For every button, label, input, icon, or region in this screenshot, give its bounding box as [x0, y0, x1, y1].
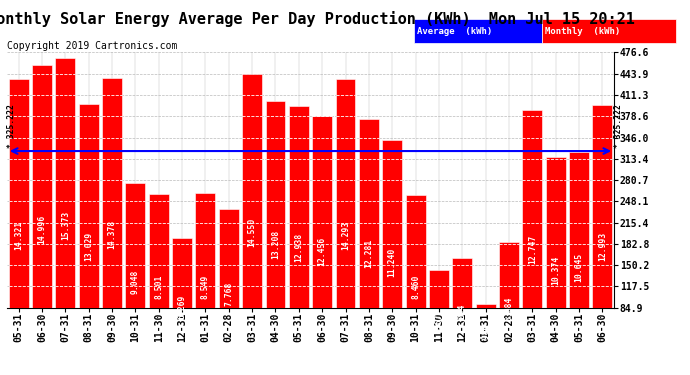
Text: 6.269: 6.269	[177, 295, 186, 319]
Bar	[126, 183, 146, 363]
Bar	[593, 105, 612, 363]
Bar	[406, 195, 426, 363]
Bar	[102, 78, 122, 363]
Text: 5.294: 5.294	[457, 303, 467, 328]
Text: 14.996: 14.996	[37, 214, 46, 243]
Bar	[9, 79, 28, 363]
Bar	[499, 242, 519, 363]
Text: 12.456: 12.456	[317, 237, 326, 266]
Text: 11.240: 11.240	[388, 248, 397, 277]
Text: 12.281: 12.281	[364, 238, 373, 268]
Bar	[546, 157, 566, 363]
Bar	[289, 106, 308, 363]
Text: 14.378: 14.378	[108, 220, 117, 249]
Text: 6.084: 6.084	[504, 296, 513, 321]
Text: 7.768: 7.768	[224, 281, 233, 306]
Text: 10.374: 10.374	[551, 255, 560, 285]
Bar	[313, 116, 332, 363]
Bar	[475, 303, 495, 363]
Text: 14.293: 14.293	[341, 220, 350, 250]
Bar	[453, 258, 472, 363]
Bar	[382, 140, 402, 363]
Text: Monthly  (kWh): Monthly (kWh)	[545, 27, 620, 36]
Bar	[219, 209, 239, 363]
Text: 13.029: 13.029	[84, 232, 93, 261]
Bar	[79, 104, 99, 363]
Text: 12.938: 12.938	[295, 232, 304, 262]
Text: Copyright 2019 Cartronics.com: Copyright 2019 Cartronics.com	[7, 41, 177, 51]
Text: * 325.222: * 325.222	[7, 105, 16, 148]
Text: 15.373: 15.373	[61, 211, 70, 240]
Bar	[32, 65, 52, 363]
Text: * 325.222: * 325.222	[613, 105, 622, 148]
Text: 12.993: 12.993	[598, 232, 607, 261]
Text: 10.645: 10.645	[575, 253, 584, 282]
Text: 12.747: 12.747	[528, 234, 537, 264]
Bar	[522, 110, 542, 363]
Bar	[195, 193, 215, 363]
Bar	[149, 194, 168, 363]
Text: 13.208: 13.208	[271, 230, 280, 260]
Bar	[55, 58, 75, 363]
Text: 14.321: 14.321	[14, 220, 23, 249]
Text: 9.048: 9.048	[131, 270, 140, 294]
Text: 8.549: 8.549	[201, 274, 210, 298]
Text: 8.460: 8.460	[411, 275, 420, 299]
Text: 4.677: 4.677	[435, 309, 444, 333]
Bar	[172, 238, 192, 363]
Text: Average  (kWh): Average (kWh)	[417, 27, 493, 36]
Bar	[266, 101, 286, 363]
Text: 8.501: 8.501	[154, 274, 164, 299]
Bar	[335, 79, 355, 363]
Bar	[429, 270, 449, 363]
Bar	[242, 74, 262, 363]
Bar	[569, 152, 589, 363]
Text: 14.550: 14.550	[248, 218, 257, 248]
Text: 2.986: 2.986	[481, 324, 490, 348]
Text: Monthly Solar Energy Average Per Day Production (KWh)  Mon Jul 15 20:21: Monthly Solar Energy Average Per Day Pro…	[0, 11, 634, 27]
Bar	[359, 119, 379, 363]
